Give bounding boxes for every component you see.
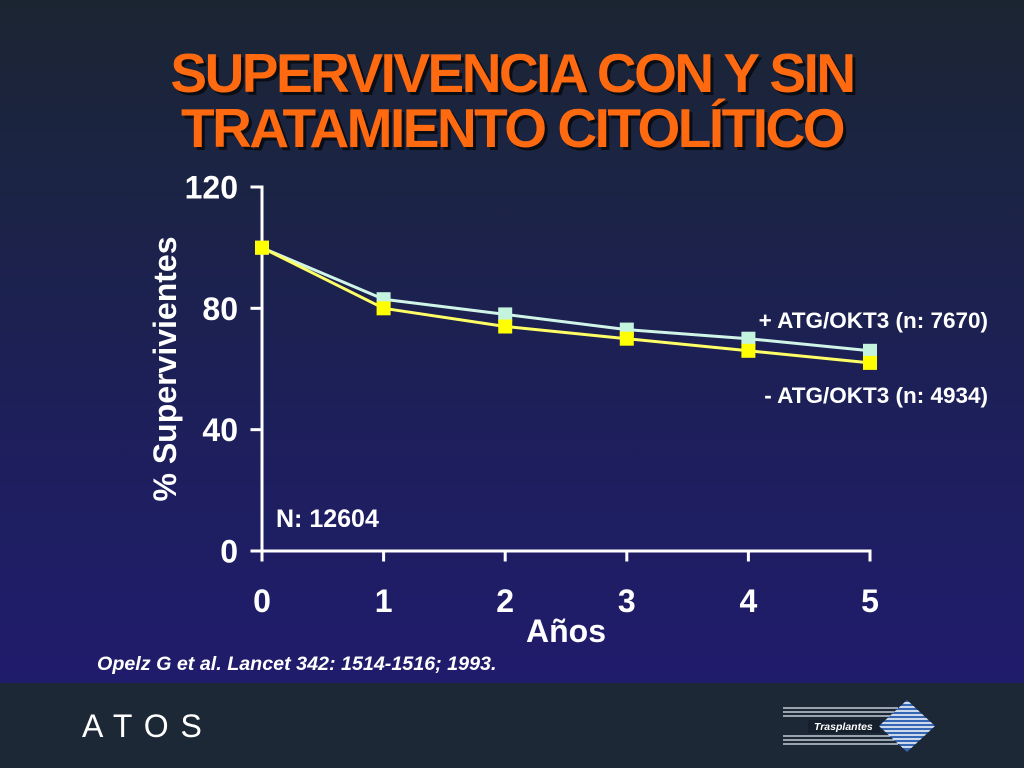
series-2-point	[498, 319, 513, 334]
x-tick-label: 2	[496, 583, 514, 619]
slide-title: SUPERVIVENCIA CON Y SIN TRATAMIENTO CITO…	[170, 42, 856, 159]
x-axis-title: Años	[526, 613, 606, 649]
citation: Opelz G et al. Lancet 342: 1514-1516; 19…	[97, 653, 497, 675]
chart-axes	[260, 185, 872, 553]
series-1-point	[863, 343, 877, 358]
series-1-point	[741, 331, 756, 346]
x-tick-label: 5	[861, 583, 879, 619]
y-tick-label: 0	[220, 534, 238, 570]
legend-label-plus-atg: + ATG/OKT3 (n: 7670)	[759, 308, 988, 333]
x-tick-label: 0	[253, 583, 271, 619]
y-tick-label: 120	[185, 170, 238, 206]
legend-label-minus-atg: - ATG/OKT3 (n: 4934)	[764, 383, 988, 408]
x-tick-label: 3	[618, 583, 636, 619]
logo-text: Trasplantes	[814, 721, 873, 733]
axis-ticks: 0 40 80 120 0 1 2 3 4 5	[185, 170, 879, 620]
y-axis-title: % Supervivientes	[147, 237, 183, 502]
chart-series	[255, 240, 877, 370]
logo-text-band	[808, 720, 880, 733]
y-tick-label: 40	[202, 412, 238, 448]
series-1	[255, 240, 877, 358]
series-1-point	[498, 307, 513, 322]
series-2-point	[619, 331, 634, 346]
series-2	[255, 240, 877, 370]
series-2-point	[863, 355, 877, 370]
slide-background: SUPERVIVENCIA CON Y SIN TRATAMIENTO CITO…	[0, 0, 1024, 683]
x-tick-label: 4	[740, 583, 758, 619]
trasplantes-logo: Trasplantes	[783, 700, 935, 752]
series-2-point	[741, 343, 756, 358]
series-2-point	[255, 240, 269, 255]
series-1-line	[261, 246, 871, 353]
brand-text: A T O S	[82, 708, 204, 744]
x-tick-label: 1	[375, 583, 393, 619]
y-tick-label: 80	[202, 291, 238, 327]
series-2-line	[261, 246, 871, 365]
logo-lines	[783, 707, 898, 745]
series-2-point	[376, 301, 391, 316]
survival-line-chart: 0 40 80 120 0 1 2 3 4 5 Años % Supervivientes + A…	[147, 170, 988, 650]
sample-size-annotation: N: 12604	[276, 505, 379, 533]
footer-bar: A T O S	[0, 683, 1024, 768]
